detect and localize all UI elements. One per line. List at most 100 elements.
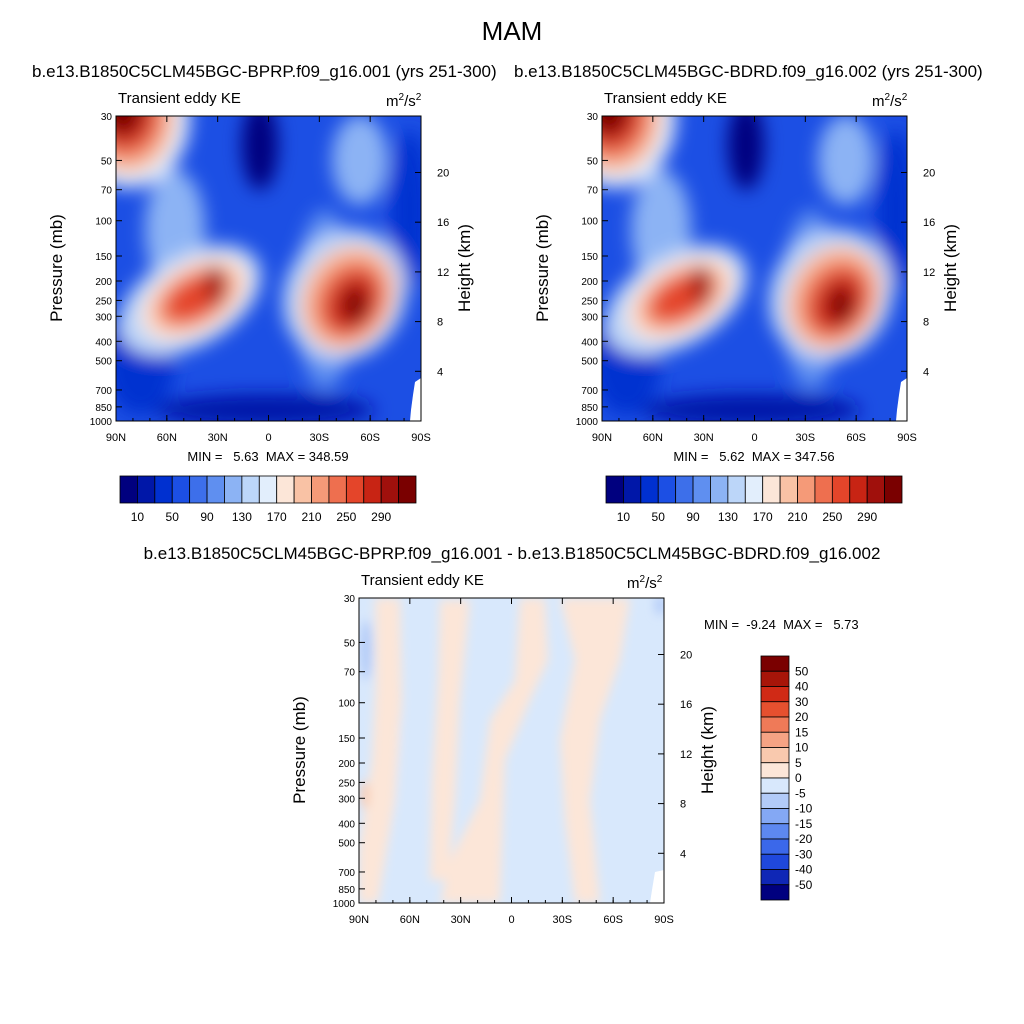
panel-a-ytick-label: 700 xyxy=(95,386,112,397)
panel-b-colorbar-box xyxy=(675,475,694,504)
panel-a-ylabel: Pressure (mb) xyxy=(47,214,66,322)
panel-diff-colorbar-box xyxy=(760,884,790,901)
panel-a-colorbar-box xyxy=(206,475,225,504)
panel-b-xtick-label: 90N xyxy=(592,432,612,444)
panel-a-y2tick-label: 8 xyxy=(437,317,443,329)
panel-diff-title: b.e13.B1850C5CLM45BGC-BPRP.f09_g16.001 -… xyxy=(143,544,881,563)
panel-a-colorbar-box xyxy=(345,475,365,504)
panel-diff-colorbar-box xyxy=(760,823,790,840)
panel-a-ytick-label: 1000 xyxy=(90,417,113,428)
panel-diff-colorbar-label: -50 xyxy=(795,878,813,892)
panel-b-ytick-label: 400 xyxy=(581,337,598,348)
panel-a-y2tick-label: 12 xyxy=(437,267,449,279)
panel-diff-ytick-label: 50 xyxy=(344,638,356,649)
panel-diff-units: m2/s2 xyxy=(627,574,663,592)
panel-b-ytick-label: 150 xyxy=(581,252,598,263)
panel-a-colorbar-box xyxy=(137,475,156,504)
panel-b-colorbar-box xyxy=(849,475,868,504)
panel-a-xtick-label: 0 xyxy=(265,432,271,444)
panel-diff-ytick-label: 100 xyxy=(338,699,355,710)
panel-diff-xtick-label: 0 xyxy=(508,914,514,926)
panel-b-ylabel: Pressure (mb) xyxy=(533,214,552,322)
panel-b-y2tick-label: 20 xyxy=(923,167,935,179)
panel-diff-xtick-label: 30N xyxy=(451,914,471,926)
panel-a-title: b.e13.B1850C5CLM45BGC-BPRP.f09_g16.001 (… xyxy=(32,62,497,81)
panel-b-ytick-label: 30 xyxy=(587,112,599,123)
panel-diff-ytick-label: 700 xyxy=(338,868,355,879)
panel-a-units: m2/s2 xyxy=(386,92,422,110)
panel-a-y2tick-label: 4 xyxy=(437,366,443,378)
panel-b-units: m2/s2 xyxy=(872,92,908,110)
panel-b-variable-label: Transient eddy KE xyxy=(604,90,727,107)
panel-diff-colorbar-box xyxy=(760,655,790,672)
panel-b-ytick-label: 850 xyxy=(581,403,598,414)
panel-a-xtick-label: 90N xyxy=(106,432,126,444)
panel-diff-y2tick-label: 16 xyxy=(680,699,692,711)
panel-b-colorbar-box xyxy=(727,475,746,504)
figure-title: MAM xyxy=(481,16,543,46)
panel-a-colorbar-label: 10 xyxy=(131,510,145,524)
panel-a-ytick-label: 150 xyxy=(95,252,112,263)
panel-diff-xtick-label: 60S xyxy=(603,914,623,926)
panel-diff-y2tick-label: 20 xyxy=(680,649,692,661)
panel-a-y2tick-label: 20 xyxy=(437,167,449,179)
panel-a-colorbar-label: 250 xyxy=(336,510,356,524)
panel-diff-colorbar-label: 50 xyxy=(795,664,809,678)
panel-a-stats: MIN = 5.63 MAX = 348.59 xyxy=(187,449,348,464)
panel-diff-colorbar-label: 30 xyxy=(795,695,809,709)
panel-b-colorbar-box xyxy=(623,475,642,504)
panel-a-colorbar-box xyxy=(171,475,191,504)
panel-a-colorbar-box xyxy=(398,475,417,504)
panel-b-colorbar-box xyxy=(797,475,816,504)
panel-diff-colorbar-box xyxy=(760,777,790,794)
panel-b-ytick-label: 500 xyxy=(581,357,598,368)
panel-a-colorbar-box xyxy=(258,475,278,504)
panel-diff-colorbar-box xyxy=(760,853,790,870)
panel-a-y2label: Height (km) xyxy=(455,224,474,312)
panel-a-axes: 90N 60N 30N 0 30S 60S 90S 30 50 70 100 150 200 250 300… xyxy=(90,112,450,444)
panel-diff-xtick-label: 60N xyxy=(400,914,420,926)
panel-b-colorbar-box xyxy=(657,475,677,504)
panel-b-colorbar-box xyxy=(779,475,798,504)
panel-diff-colorbar-label: -10 xyxy=(795,802,813,816)
panel-a-colorbar: 10 50 90 130 170 210 250 290 xyxy=(119,475,417,524)
panel-diff-colorbar-box xyxy=(760,869,790,886)
panel-a-ytick-label: 400 xyxy=(95,337,112,348)
panel-diff-colorbar-label: -5 xyxy=(795,786,806,800)
panel-diff-ytick-label: 300 xyxy=(338,794,355,805)
panel-b-ytick-label: 250 xyxy=(581,296,598,307)
panel-diff-colorbar-label: 20 xyxy=(795,710,809,724)
panel-b-ytick-label: 700 xyxy=(581,386,598,397)
panel-b-colorbar-box xyxy=(744,475,764,504)
panel-b-colorbar-box xyxy=(640,475,659,504)
panel-diff-plot: 90N 60N 30N 0 30S 60S 90S 30 50 70 100 150 200 250 300… xyxy=(333,594,693,926)
panel-diff-ylabel: Pressure (mb) xyxy=(290,696,309,804)
panel-b-y2label: Height (km) xyxy=(941,224,960,312)
panel-a-ytick-label: 300 xyxy=(95,312,112,323)
panel-diff-colorbar-box xyxy=(760,838,790,855)
panel-b-colorbar-label: 130 xyxy=(718,510,738,524)
panel-diff-ytick-label: 30 xyxy=(344,594,356,605)
panel-b-ytick-label: 50 xyxy=(587,156,599,167)
panel-diff-stats: MIN = -9.24 MAX = 5.73 xyxy=(704,617,859,632)
panel-a-colorbar-box xyxy=(189,475,208,504)
panel-a-ytick-label: 100 xyxy=(95,217,112,228)
panel-diff-y2tick-label: 12 xyxy=(680,749,692,761)
panel-b-colorbar-label: 290 xyxy=(857,510,877,524)
panel-diff-axes: 90N 60N 30N 0 30S 60S 90S 30 50 70 100 150 200 250 300… xyxy=(333,594,693,926)
panel-b-xtick-label: 0 xyxy=(751,432,757,444)
panel-diff-ytick-label: 250 xyxy=(338,778,355,789)
panel-b-colorbar-label: 210 xyxy=(788,510,808,524)
panel-a-colorbar-label: 130 xyxy=(232,510,252,524)
panel-a-colorbar-box xyxy=(154,475,173,504)
panel-diff-colorbar-box xyxy=(760,762,790,779)
panel-a-colorbar-box xyxy=(363,475,382,504)
panel-diff-colorbar-box xyxy=(760,747,790,764)
panel-a-variable-label: Transient eddy KE xyxy=(118,90,241,107)
panel-b-y2tick-label: 16 xyxy=(923,217,935,229)
panel-b-ytick-label: 1000 xyxy=(576,417,599,428)
panel-diff-ytick-label: 400 xyxy=(338,819,355,830)
panel-diff-colorbar-label: 15 xyxy=(795,725,809,739)
